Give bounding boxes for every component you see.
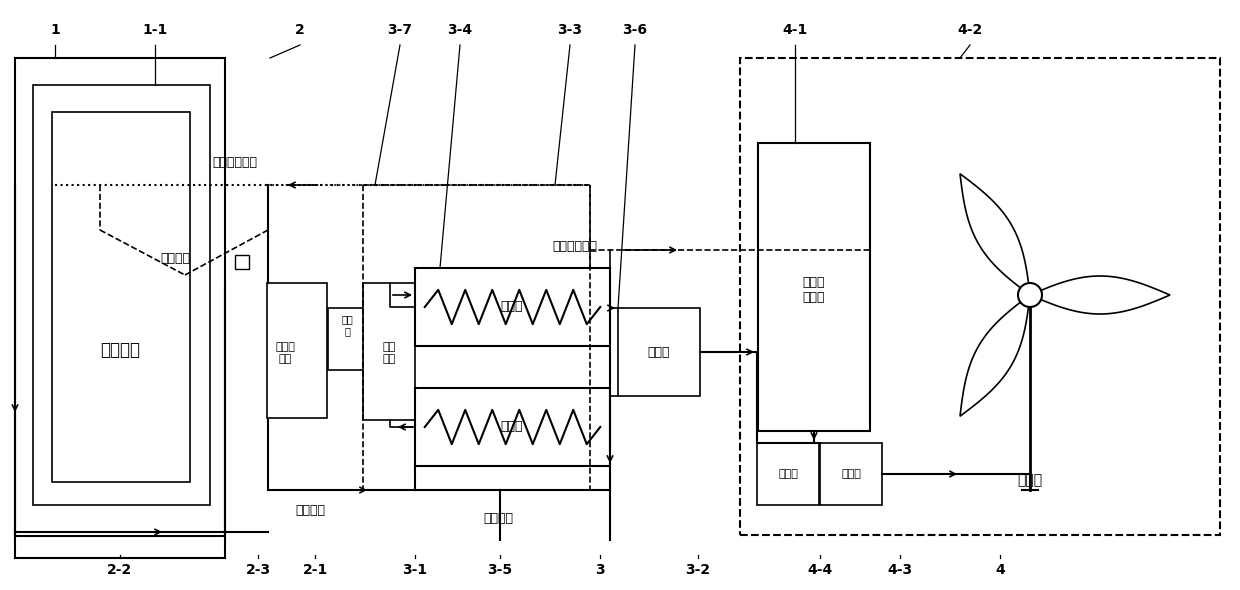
Circle shape [1018, 283, 1042, 307]
Text: 3-2: 3-2 [686, 563, 711, 577]
Bar [618, 308, 701, 396]
Bar [363, 283, 415, 420]
Polygon shape [960, 174, 1030, 295]
Text: 逆变器: 逆变器 [777, 469, 797, 479]
Bar [33, 85, 210, 505]
Bar [15, 58, 224, 536]
Polygon shape [1030, 276, 1171, 314]
Text: 空气预
热器: 空气预 热器 [275, 342, 295, 364]
Text: 2-3: 2-3 [246, 563, 270, 577]
Bar [415, 388, 610, 466]
Text: 3-5: 3-5 [487, 563, 512, 577]
Bar [820, 443, 882, 505]
Text: 燃气锅炉: 燃气锅炉 [100, 341, 140, 359]
Text: 低温烟气: 低温烟气 [295, 503, 325, 516]
Text: 3-7: 3-7 [387, 23, 413, 37]
Text: 4-2: 4-2 [957, 23, 982, 37]
Text: 3-3: 3-3 [558, 23, 583, 37]
Bar [52, 112, 190, 482]
Text: 3: 3 [595, 563, 605, 577]
Bar [758, 143, 870, 431]
Text: 压缩机: 压缩机 [647, 346, 671, 359]
Text: 锅炉低温给水: 锅炉低温给水 [553, 241, 598, 254]
Text: 4-1: 4-1 [782, 23, 807, 37]
Text: 冷凝器: 冷凝器 [501, 300, 523, 313]
Text: 1-1: 1-1 [143, 23, 167, 37]
Text: 高温烟气: 高温烟气 [160, 251, 190, 264]
Bar [267, 283, 327, 418]
Text: 太阳能
电池组: 太阳能 电池组 [802, 276, 826, 304]
Text: 2-2: 2-2 [108, 563, 133, 577]
Text: 2: 2 [295, 23, 305, 37]
Text: 4: 4 [996, 563, 1004, 577]
Text: 3-4: 3-4 [448, 23, 472, 37]
Bar [756, 443, 818, 505]
Text: 1: 1 [50, 23, 60, 37]
Bar [329, 308, 366, 370]
Text: 4-4: 4-4 [807, 563, 832, 577]
Text: 2-1: 2-1 [303, 563, 327, 577]
Bar [415, 268, 610, 346]
Text: 3-1: 3-1 [403, 563, 428, 577]
Text: 排入外界: 排入外界 [484, 512, 513, 525]
Text: 锅炉高温回水: 锅炉高温回水 [212, 156, 258, 169]
Text: 冷空
气: 冷空 气 [341, 314, 353, 336]
Text: 3-6: 3-6 [622, 23, 647, 37]
Bar [740, 58, 1220, 535]
Text: 蒸发器: 蒸发器 [501, 421, 523, 434]
Text: 节流
机构: 节流 机构 [382, 342, 396, 364]
Text: 风力机: 风力机 [1018, 473, 1043, 487]
Bar [236, 255, 249, 269]
Text: 4-3: 4-3 [888, 563, 913, 577]
Polygon shape [960, 295, 1030, 416]
Text: 蓄电池: 蓄电池 [841, 469, 861, 479]
